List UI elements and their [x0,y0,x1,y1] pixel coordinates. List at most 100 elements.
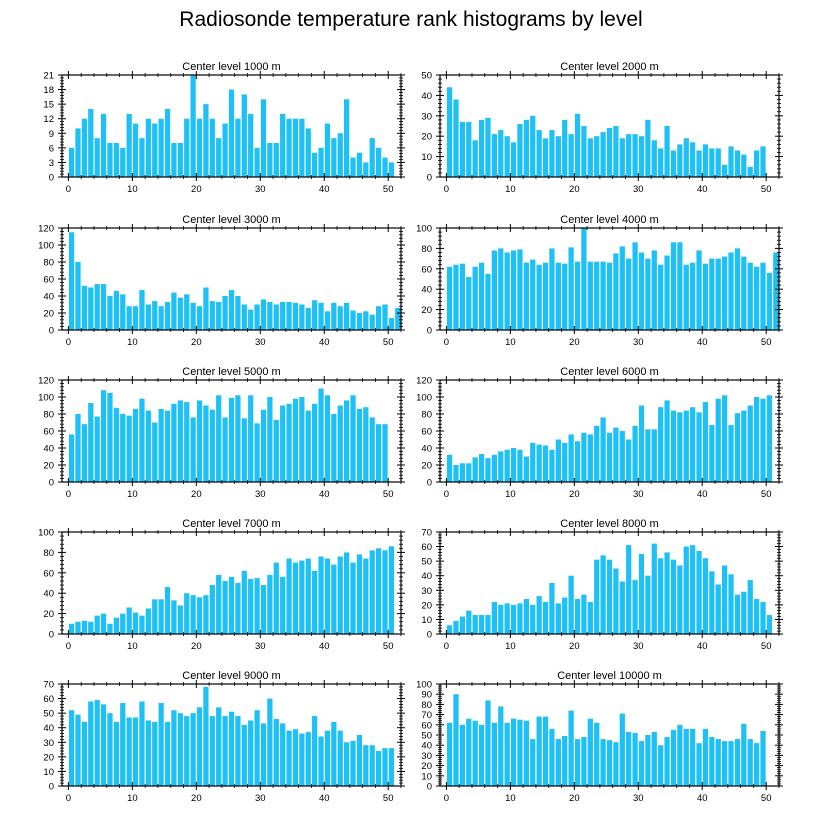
bar [369,314,375,330]
bar [696,250,702,330]
bar [677,412,683,482]
bar [375,306,382,330]
bar [190,302,196,330]
panel-5: Center level 5000 m 0 20 40 60 80 100 120 0 10 20 3… [38,366,405,500]
bar [536,444,542,482]
bar [216,301,222,330]
bar [228,711,235,786]
x-tick-label: 30 [255,793,266,804]
bar [177,143,183,177]
x-tick-label: 20 [569,641,580,652]
bar [267,143,273,177]
bar [459,463,466,482]
bar [273,718,279,786]
bar [126,607,132,634]
bar [549,728,555,786]
bar [523,119,529,177]
x-tick-label: 30 [633,337,644,348]
bar [369,417,375,482]
bar [741,154,747,177]
x-tick-label: 40 [697,489,708,500]
bar [356,735,363,786]
y-tick-label: 40 [421,741,432,752]
bar [715,739,721,786]
bar [312,570,318,634]
y-tick-label: 40 [421,285,432,296]
bar [568,247,574,330]
y-tick-label: 80 [421,410,432,421]
bar [222,580,228,634]
bar [651,543,657,634]
bar [453,694,459,786]
bar [555,136,561,177]
bar [235,296,241,330]
bar [498,451,504,482]
x-tick-label: 0 [66,489,71,500]
bar [126,415,132,482]
bar [375,147,382,177]
bar [472,140,478,177]
bar [171,403,177,482]
bar [747,580,753,634]
bar [363,558,369,634]
x-tick-label: 40 [319,184,330,195]
bar [139,398,145,482]
bar [658,148,664,177]
bar [324,123,331,177]
bar [517,123,523,177]
bar [88,109,94,177]
y-tick-label: 40 [43,292,54,303]
y-tick-label: 50 [43,709,54,720]
bar [472,457,478,482]
panel-8: Center level 8000 m 0 10 20 30 40 50 60 70 0 10 20 3… [421,518,783,652]
bar [235,716,241,786]
bar [344,742,350,786]
bar [510,250,517,330]
x-tick-label: 0 [66,793,71,804]
bar [100,113,107,177]
bar [478,262,485,330]
bar [356,152,363,177]
x-tick-label: 10 [127,641,138,652]
bar [753,266,760,330]
bar [94,700,100,786]
bar [113,290,119,330]
bar [510,718,517,786]
bar [638,252,645,330]
x-tick-label: 40 [319,793,330,804]
bar [120,294,126,330]
bar [164,587,171,634]
bar [68,710,75,786]
bar [753,599,760,634]
panel-9: Center level 9000 m 0 10 20 30 40 50 60 70 0 10 20 3… [43,670,405,804]
bar [581,228,587,330]
bar [626,439,632,482]
bar [568,134,574,177]
bar [363,162,369,177]
bar [363,745,369,786]
x-tick-label: 10 [127,184,138,195]
panel-title: Center level 2000 m [560,61,658,73]
bar [677,242,683,330]
bar [120,702,126,786]
bar [260,409,267,482]
bar [530,115,536,177]
bar [670,559,677,634]
bar [690,262,696,330]
x-tick-label: 20 [569,793,580,804]
bar [491,454,497,482]
bar [337,405,343,482]
panel-title: Center level 6000 m [560,366,658,378]
bar [369,550,375,634]
bar [562,736,568,786]
panel-title: Center level 3000 m [182,214,280,226]
bar [382,157,388,177]
bar [722,565,728,634]
bar [645,735,651,786]
bar [530,604,536,634]
bar [235,395,241,482]
bar [145,410,151,482]
bar [152,721,158,786]
bar [196,118,203,177]
bar [305,307,311,330]
